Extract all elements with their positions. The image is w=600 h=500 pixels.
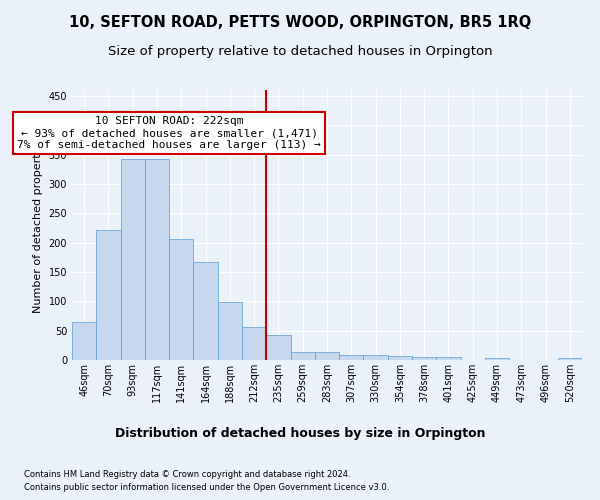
Text: 10, SEFTON ROAD, PETTS WOOD, ORPINGTON, BR5 1RQ: 10, SEFTON ROAD, PETTS WOOD, ORPINGTON, … [69,15,531,30]
Bar [266,336,290,360]
Bar [72,322,96,360]
Bar [145,158,169,360]
Text: Size of property relative to detached houses in Orpington: Size of property relative to detached ho… [107,45,493,58]
Y-axis label: Number of detached properties: Number of detached properties [33,138,43,312]
Text: 10 SEFTON ROAD: 222sqm
← 93% of detached houses are smaller (1,471)
7% of semi-d: 10 SEFTON ROAD: 222sqm ← 93% of detached… [17,116,321,150]
Bar [339,356,364,360]
Bar [290,352,315,360]
Bar [315,352,339,360]
Bar [558,358,582,360]
Bar [242,326,266,360]
Bar [364,356,388,360]
Bar [96,230,121,360]
Bar [193,262,218,360]
Text: Contains HM Land Registry data © Crown copyright and database right 2024.: Contains HM Land Registry data © Crown c… [24,470,350,479]
Text: Contains public sector information licensed under the Open Government Licence v3: Contains public sector information licen… [24,482,389,492]
Bar [412,357,436,360]
Bar [218,302,242,360]
Bar [485,358,509,360]
Bar [169,238,193,360]
Bar [436,357,461,360]
Text: Distribution of detached houses by size in Orpington: Distribution of detached houses by size … [115,428,485,440]
Bar [121,158,145,360]
Bar [388,356,412,360]
